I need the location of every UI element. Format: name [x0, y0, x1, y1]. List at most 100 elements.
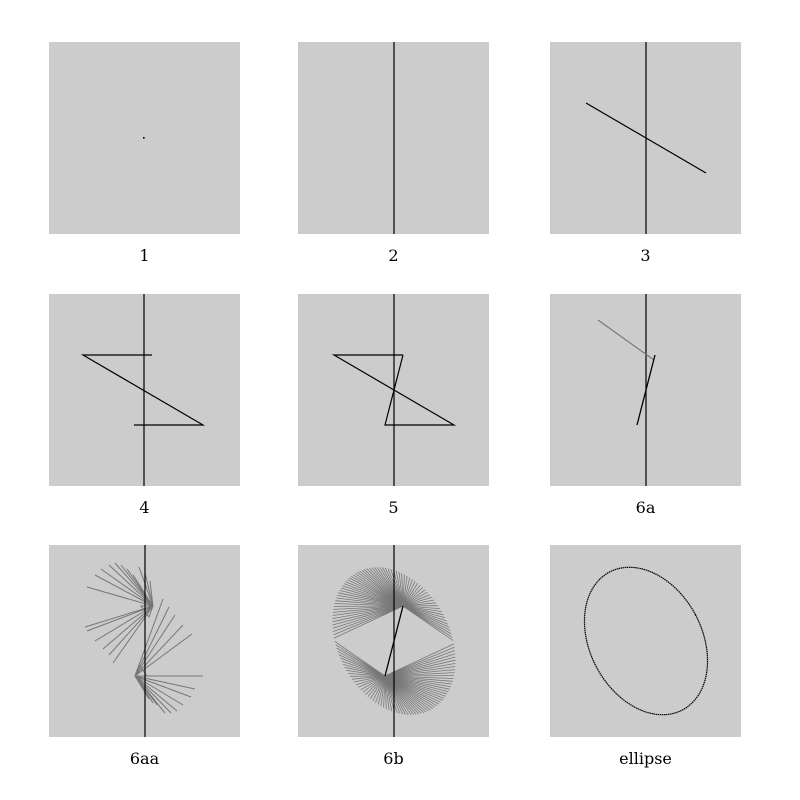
ray: [134, 675, 184, 706]
ray: [384, 643, 455, 677]
ray: [384, 656, 456, 677]
ray: [384, 675, 395, 713]
panel-1: [49, 42, 240, 234]
ray: [402, 584, 421, 607]
ray: [100, 568, 154, 607]
ray: [351, 675, 386, 680]
ray: [384, 675, 450, 690]
panel-2-caption: 2: [388, 246, 399, 265]
ray: [333, 605, 404, 636]
ellipse-outline: [583, 566, 709, 716]
ray: [332, 605, 404, 616]
ray: [384, 675, 387, 709]
ray: [384, 675, 448, 695]
ray: [369, 675, 386, 700]
ray: [384, 675, 446, 697]
ray: [384, 675, 390, 711]
panel-3: [550, 42, 741, 234]
panel-6b-drawing: [332, 545, 456, 737]
hourglass-loop: [331, 354, 457, 426]
ray: [365, 675, 386, 695]
panel-ellipse-caption: ellipse: [619, 749, 672, 768]
ray: [375, 675, 386, 703]
ray: [86, 586, 154, 607]
ray: [134, 606, 170, 677]
ray: [338, 592, 404, 607]
ray: [333, 605, 404, 610]
ray: [138, 566, 154, 607]
ray: [134, 624, 184, 677]
ray: [108, 564, 154, 607]
ray: [390, 568, 404, 607]
ray: [402, 580, 416, 607]
ray: [342, 585, 404, 607]
ray: [134, 675, 150, 700]
ray: [358, 675, 386, 688]
ray: [332, 605, 404, 613]
panel-3-drawing: [585, 42, 707, 234]
panel-ellipse: [550, 545, 741, 737]
ray: [346, 670, 386, 677]
ray: [380, 675, 386, 707]
dense-ray-fan: [332, 567, 456, 715]
panel-6a: [550, 294, 741, 486]
panel-1-caption: 1: [139, 246, 150, 265]
panel-5-caption: 5: [388, 498, 399, 517]
ray: [402, 579, 413, 607]
ray: [402, 589, 426, 607]
ray: [402, 605, 442, 612]
ray: [402, 596, 433, 607]
ray: [94, 605, 154, 642]
ray: [134, 633, 193, 677]
panel-6b: [298, 545, 489, 737]
pivot-loop: [134, 663, 148, 677]
ray: [384, 663, 456, 677]
ray: [387, 568, 404, 607]
ray: [353, 675, 386, 683]
ray: [86, 605, 154, 632]
panel-ellipse-drawing: [583, 566, 709, 716]
ray: [347, 673, 386, 677]
panel-4: [49, 294, 240, 486]
ray: [134, 614, 176, 677]
ray: [402, 599, 435, 607]
ray: [384, 653, 456, 677]
ray: [402, 575, 408, 607]
ray: [355, 675, 386, 686]
ray: [384, 675, 451, 687]
panel-6a-drawing: [597, 294, 656, 486]
panel-6aa-drawing: [84, 545, 203, 737]
ray: [337, 595, 404, 607]
ray: [332, 605, 404, 632]
ray: [134, 675, 172, 714]
ray: [384, 646, 455, 677]
ray: [402, 594, 430, 607]
ray: [340, 587, 404, 607]
panel-5: [298, 294, 489, 486]
diagonal-line: [585, 102, 707, 174]
ray: [384, 675, 454, 679]
ray: [402, 587, 423, 607]
ray: [94, 574, 154, 607]
ray: [334, 641, 386, 677]
panel-4-caption: 4: [139, 498, 150, 517]
ray: [384, 675, 445, 699]
ray: [402, 602, 437, 607]
ray: [132, 574, 154, 607]
ray: [336, 597, 404, 607]
ray: [401, 573, 404, 607]
ray: [384, 659, 456, 677]
ray: [395, 570, 404, 607]
ray: [384, 675, 452, 685]
ray: [402, 605, 454, 641]
ray: [384, 675, 449, 692]
ray: [333, 605, 404, 639]
ray: [384, 675, 401, 714]
ray: [362, 675, 386, 693]
panel-3-caption: 3: [640, 246, 651, 265]
panel-6aa: [49, 545, 240, 737]
ray: [332, 605, 404, 623]
panel-6aa-caption: 6aa: [129, 749, 160, 768]
panel-2-drawing: [393, 42, 395, 234]
panel-6a-caption: 6a: [635, 498, 656, 517]
